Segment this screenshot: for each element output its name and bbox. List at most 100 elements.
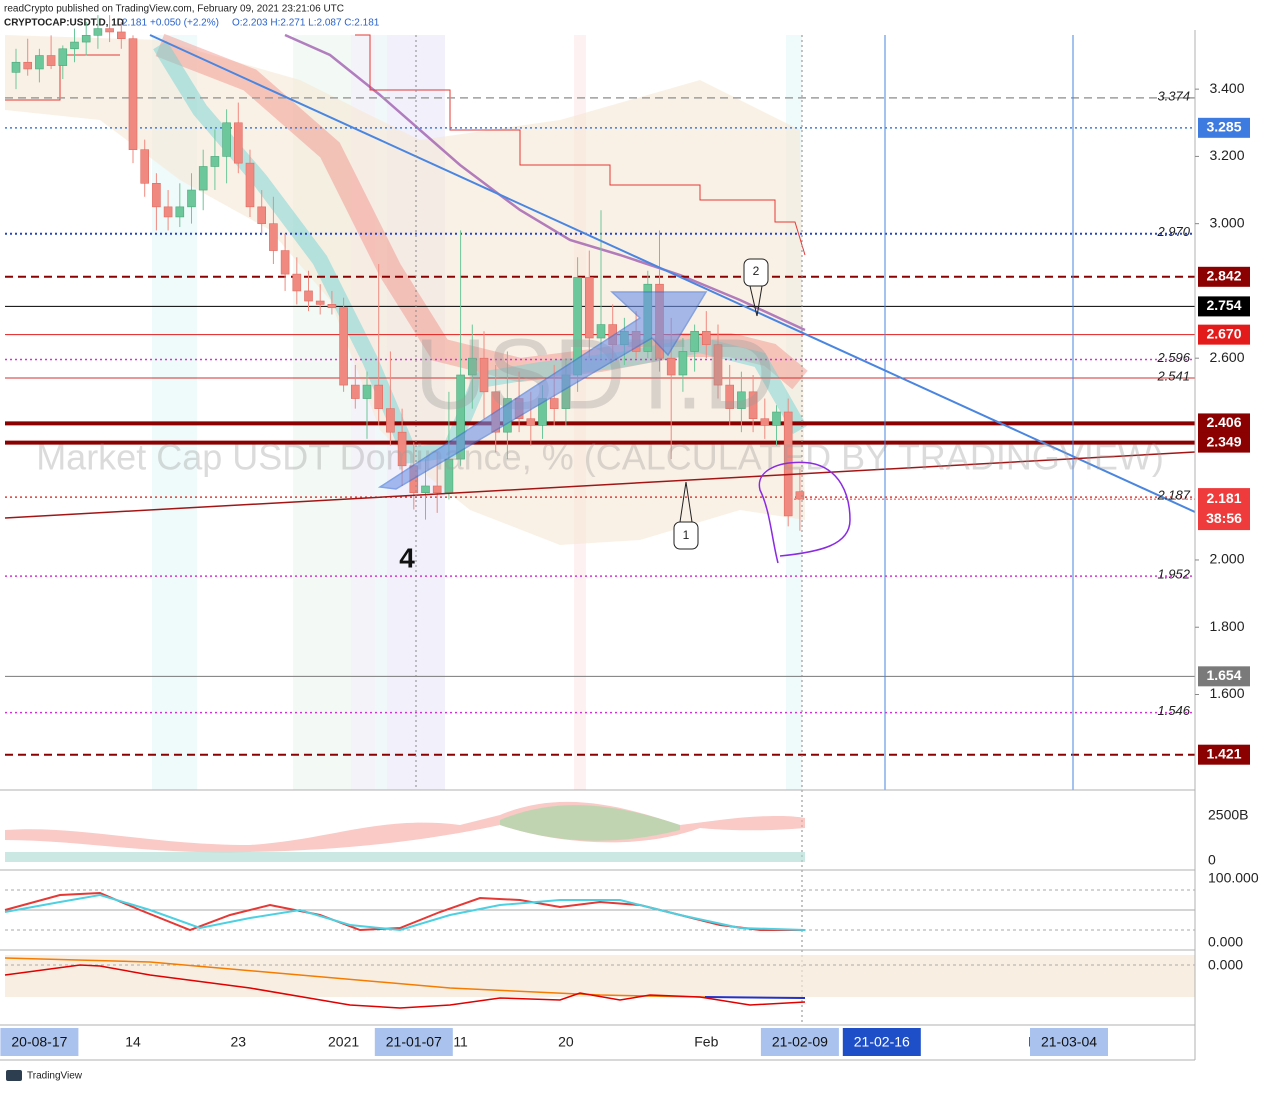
candle-body <box>11 61 21 73</box>
level-label: 2.596 <box>1156 350 1190 365</box>
axes: 3.400 3.200 3.000 2.600 2.000 1.800 1.600 3.374… <box>0 80 1250 1056</box>
candle-body <box>93 28 103 36</box>
x-label-box <box>0 1028 79 1056</box>
volume-ribbon-green <box>500 805 680 841</box>
level-label: 2.970 <box>1156 224 1190 239</box>
logo <box>6 1070 22 1081</box>
x-tick-label: 2021 <box>328 1034 359 1050</box>
countdown: 38:56 <box>1206 510 1242 526</box>
level-label: 2.187 <box>1156 488 1190 503</box>
candle-body <box>46 55 56 66</box>
candle-body <box>526 418 536 426</box>
candle-body <box>456 374 465 460</box>
pane-label: 0.000 <box>1208 934 1243 950</box>
pane-label: 100.000 <box>1208 870 1259 886</box>
candle-body <box>58 48 68 66</box>
level-label: 2.754 <box>1206 297 1241 313</box>
x-tick-label: Feb <box>694 1034 718 1050</box>
x-tick-label: 21-02-16 <box>854 1034 910 1050</box>
pane-label: 0.000 <box>1208 957 1243 973</box>
callout-label: 1 <box>683 528 690 542</box>
candle-body <box>257 206 267 224</box>
x-tick-label: 21-03-04 <box>1041 1034 1097 1050</box>
level-label-box <box>1198 744 1250 765</box>
candle-body <box>678 351 688 376</box>
candle-body <box>701 330 711 346</box>
candle-body <box>772 411 781 426</box>
price-axis-bg <box>1195 30 1280 1060</box>
x-label-box <box>842 1028 921 1056</box>
change: +0.050 (+2.2%) <box>150 18 219 29</box>
momentum-line <box>4 964 806 1009</box>
candle-body <box>397 431 407 467</box>
x-tick-label: 20 <box>558 1034 574 1050</box>
band-cloud <box>5 35 805 545</box>
y-tick-label: 2.600 <box>1209 349 1244 365</box>
candle-body <box>549 398 559 409</box>
x-tick-label: 23 <box>231 1034 247 1050</box>
candle-body <box>128 38 138 150</box>
y-tick-label: 3.000 <box>1209 214 1244 230</box>
level-label-box <box>1198 666 1250 687</box>
candle-body <box>760 418 770 426</box>
x-label-box <box>760 1028 839 1056</box>
level-label: 2.670 <box>1206 325 1241 341</box>
lower-panes <box>0 789 1195 1026</box>
x-tick-label: 11 <box>453 1034 468 1050</box>
arrow-drawing <box>377 291 708 490</box>
callout-box <box>673 521 699 550</box>
osc-line <box>4 893 806 932</box>
x-label-box <box>1030 1028 1108 1056</box>
wave-label: 4 <box>399 542 415 573</box>
candle-body <box>327 304 337 309</box>
y-tick-label: 1.800 <box>1209 618 1244 634</box>
callout-pointer <box>679 481 687 523</box>
candle-body <box>175 206 185 218</box>
footer: TradingView <box>27 1071 83 1082</box>
candle-body <box>596 324 606 339</box>
candle-body <box>795 491 805 500</box>
level-label: 2.349 <box>1206 433 1241 449</box>
candle-body <box>234 122 243 164</box>
candle-body <box>245 162 255 208</box>
level-label-box <box>1198 266 1250 287</box>
candle-body <box>713 344 723 386</box>
callout-label: 2 <box>753 264 760 278</box>
baseline-left <box>5 54 120 101</box>
level-label: 1.952 <box>1157 567 1190 582</box>
level-label: 1.421 <box>1206 745 1241 761</box>
ohlc: O:2.203 H:2.271 L:2.087 C:2.181 <box>232 18 380 29</box>
candle-body <box>362 384 372 399</box>
candle-body <box>292 273 302 292</box>
candle-body <box>280 250 290 275</box>
last-price: 2.181 <box>122 18 147 29</box>
candle-body <box>35 55 44 70</box>
current-price-label: 2.181 <box>1206 490 1241 506</box>
candle-body <box>350 384 360 399</box>
pane-label: 2500B <box>1208 807 1248 823</box>
x-tick-label: 14 <box>125 1034 141 1050</box>
candle-body <box>269 223 278 251</box>
circle-drawing <box>758 461 851 564</box>
x-tick-label: 20-08-17 <box>11 1034 67 1050</box>
level-label-box <box>1198 432 1250 453</box>
callout-box <box>743 258 769 287</box>
level-label: 1.654 <box>1206 667 1241 683</box>
candle-body <box>432 485 442 494</box>
level-label-box <box>1198 117 1250 138</box>
candle-body <box>23 61 33 70</box>
level-label: 2.541 <box>1156 368 1190 383</box>
candle-body <box>584 277 594 339</box>
level-label: 2.842 <box>1206 268 1241 284</box>
candle-body <box>105 28 114 33</box>
y-tick-label: 1.600 <box>1209 685 1244 701</box>
moving-average <box>284 33 806 332</box>
candle-body <box>690 330 699 352</box>
level-label: 1.546 <box>1157 703 1190 718</box>
pane-label: 0 <box>1208 852 1216 868</box>
candle-body <box>304 290 313 302</box>
candle-body <box>725 384 735 409</box>
level-label: 2.406 <box>1206 414 1241 430</box>
trendline-down <box>149 34 1196 513</box>
